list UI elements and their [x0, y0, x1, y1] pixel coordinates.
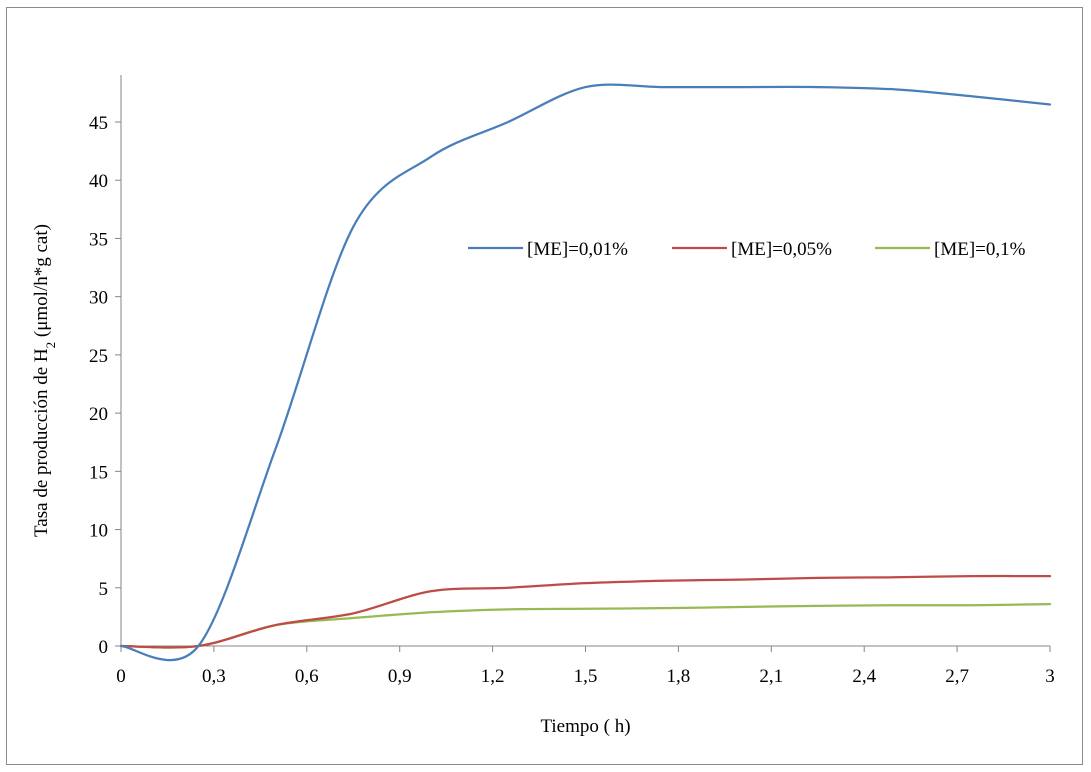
- chart-frame: [6, 7, 1083, 765]
- x-tick-label: 1,2: [481, 666, 505, 687]
- legend-label: [ME]=0,05%: [731, 239, 832, 260]
- x-tick-label: 2,7: [945, 666, 969, 687]
- legend-label: [ME]=0,1%: [934, 239, 1026, 260]
- x-tick-label: 0: [116, 666, 126, 687]
- x-tick-label: 3: [1045, 666, 1055, 687]
- axes: [120, 75, 1050, 647]
- y-tick-label: 10: [89, 521, 108, 542]
- x-tick-label: 2,4: [852, 666, 876, 687]
- series-line: [119, 574, 1052, 649]
- y-tick-label: 25: [89, 346, 108, 367]
- x-tick-label: 0,3: [202, 666, 226, 687]
- ticks: 0 5 10 15 20 25 30 35 40 45 0 0,3 0,6 0,9 1,2 1,5 1,8 2,1…: [89, 113, 1055, 687]
- x-tick-label: 2,1: [759, 666, 783, 687]
- x-tick-label: 1,5: [574, 666, 598, 687]
- y-axis-title-subscript: 2: [43, 342, 58, 349]
- legend: [ME]=0,01% [ME]=0,05% [ME]=0,1%: [468, 239, 1026, 260]
- x-axis-title: Tiempo ( h): [540, 716, 630, 737]
- y-axis-title-prefix: Tasa de producción de H: [31, 348, 52, 537]
- y-tick-label: 5: [99, 579, 109, 600]
- x-tick-label: 0,9: [388, 666, 412, 687]
- y-axis-title-suffix: (μmol/h*g cat): [31, 224, 52, 342]
- legend-label: [ME]=0,01%: [527, 239, 628, 260]
- x-tick-label: 0,6: [295, 666, 319, 687]
- series-layer: [119, 83, 1052, 662]
- y-tick-label: 30: [89, 288, 108, 309]
- series-line: [119, 83, 1052, 662]
- y-tick-label: 35: [89, 229, 108, 250]
- y-tick-label: 15: [89, 462, 108, 483]
- y-tick-label: 45: [89, 113, 108, 134]
- y-tick-label: 20: [89, 404, 108, 425]
- y-axis-title: Tasa de producción de H2 (μmol/h*g cat): [31, 224, 58, 537]
- y-tick-label: 40: [89, 171, 108, 192]
- series-line: [119, 602, 1052, 649]
- x-tick-label: 1,8: [667, 666, 691, 687]
- y-tick-label: 0: [99, 637, 109, 658]
